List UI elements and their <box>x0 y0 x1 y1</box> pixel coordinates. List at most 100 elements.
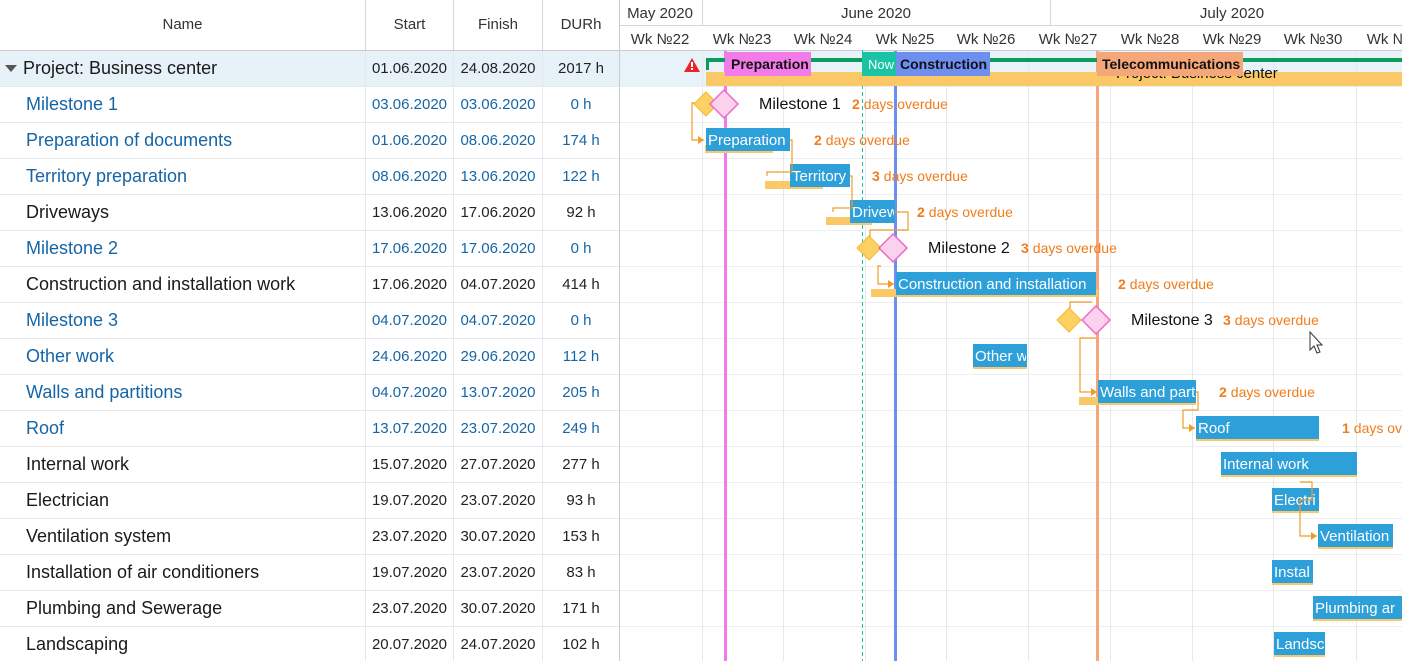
task-duration-cell[interactable]: 277 h <box>562 456 600 473</box>
task-name-cell[interactable]: Milestone 3 <box>0 303 366 338</box>
table-row[interactable]: Milestone 1 03.06.2020 03.06.2020 0 h <box>0 87 619 123</box>
column-header-name[interactable]: Name <box>0 0 366 50</box>
table-row[interactable]: Territory preparation 08.06.2020 13.06.202… <box>0 159 619 195</box>
table-row[interactable]: Electrician 19.07.2020 23.07.2020 93 h <box>0 483 619 519</box>
task-finish-cell[interactable]: 23.07.2020 <box>454 411 543 446</box>
task-name-cell[interactable]: Installation of air conditioners <box>0 555 366 590</box>
task-duration-cell[interactable]: 205 h <box>562 384 600 401</box>
task-name-cell[interactable]: Ventilation system <box>0 519 366 554</box>
task-start-cell[interactable]: 15.07.2020 <box>366 447 454 482</box>
task-bar[interactable] <box>850 200 895 223</box>
task-name-cell[interactable]: Preparation of documents <box>0 123 366 158</box>
task-bar[interactable] <box>1318 524 1393 547</box>
task-bar[interactable] <box>1274 632 1325 655</box>
task-name-cell[interactable]: Roof <box>0 411 366 446</box>
milestone-diamond[interactable] <box>708 88 740 120</box>
task-duration-cell[interactable]: 174 h <box>562 132 600 149</box>
table-row[interactable]: Other work 24.06.2020 29.06.2020 112 h <box>0 339 619 375</box>
gantt-canvas[interactable]: May 2020 June 2020 July 2020 Wk №22 Wk №23 Wk… <box>620 0 1402 661</box>
task-finish-cell[interactable]: 29.06.2020 <box>454 339 543 374</box>
task-bar[interactable] <box>1196 416 1319 439</box>
task-finish-cell[interactable]: 03.06.2020 <box>454 87 543 122</box>
task-start-cell[interactable]: 04.07.2020 <box>366 375 454 410</box>
task-finish-cell[interactable]: 27.07.2020 <box>454 447 543 482</box>
task-finish-cell[interactable]: 13.07.2020 <box>454 375 543 410</box>
task-name-cell[interactable]: Other work <box>0 339 366 374</box>
task-finish-cell[interactable]: 23.07.2020 <box>454 555 543 590</box>
task-finish-cell[interactable]: 24.07.2020 <box>454 627 543 661</box>
task-start-cell[interactable]: 23.07.2020 <box>366 519 454 554</box>
table-row[interactable]: Landscaping 20.07.2020 24.07.2020 102 h <box>0 627 619 661</box>
table-row[interactable]: Walls and partitions 04.07.2020 13.07.2020… <box>0 375 619 411</box>
now-marker[interactable] <box>862 52 896 76</box>
task-bar[interactable] <box>896 272 1096 295</box>
task-name-cell[interactable]: Project: Business center <box>0 51 366 86</box>
table-row[interactable]: Ventilation system 23.07.2020 30.07.2020 15… <box>0 519 619 555</box>
task-start-cell[interactable]: 20.07.2020 <box>366 627 454 661</box>
construction-marker[interactable] <box>896 52 990 76</box>
task-duration-cell[interactable]: 2017 h <box>558 60 604 77</box>
task-bar[interactable] <box>1221 452 1357 475</box>
task-start-cell[interactable]: 03.06.2020 <box>366 87 454 122</box>
task-duration-cell[interactable]: 153 h <box>562 528 600 545</box>
telecom-marker[interactable] <box>1097 52 1243 76</box>
task-duration-cell[interactable]: 414 h <box>562 276 600 293</box>
task-start-cell[interactable]: 24.06.2020 <box>366 339 454 374</box>
task-bar[interactable] <box>1313 596 1402 619</box>
task-finish-cell[interactable]: 17.06.2020 <box>454 195 543 230</box>
task-start-cell[interactable]: 17.06.2020 <box>366 231 454 266</box>
task-bar[interactable] <box>706 128 790 151</box>
project-row[interactable]: Project: Business center 01.06.2020 24.08.… <box>0 51 619 87</box>
table-row[interactable]: Milestone 2 17.06.2020 17.06.2020 0 h <box>0 231 619 267</box>
milestone-diamond[interactable] <box>877 232 909 264</box>
task-duration-cell[interactable]: 93 h <box>566 492 596 509</box>
collapse-toggle-icon[interactable] <box>5 65 17 72</box>
task-finish-cell[interactable]: 04.07.2020 <box>454 303 543 338</box>
task-finish-cell[interactable]: 23.07.2020 <box>454 483 543 518</box>
task-bar[interactable] <box>973 344 1027 367</box>
table-row[interactable]: Internal work 15.07.2020 27.07.2020 277 h <box>0 447 619 483</box>
task-finish-cell[interactable]: 30.07.2020 <box>454 591 543 626</box>
column-header-finish[interactable]: Finish <box>454 0 543 50</box>
table-row[interactable]: Plumbing and Sewerage 23.07.2020 30.07.202… <box>0 591 619 627</box>
task-duration-cell[interactable]: 112 h <box>562 348 600 365</box>
task-finish-cell[interactable]: 24.08.2020 <box>454 51 543 86</box>
task-start-cell[interactable]: 13.07.2020 <box>366 411 454 446</box>
table-row[interactable]: Preparation of documents 01.06.2020 08.06.… <box>0 123 619 159</box>
task-start-cell[interactable]: 19.07.2020 <box>366 555 454 590</box>
task-bar[interactable] <box>1098 380 1196 403</box>
table-row[interactable]: Milestone 3 04.07.2020 04.07.2020 0 h <box>0 303 619 339</box>
task-name-cell[interactable]: Milestone 2 <box>0 231 366 266</box>
task-duration-cell[interactable]: 249 h <box>562 420 600 437</box>
project-summary-bar[interactable] <box>706 58 1402 62</box>
preparation-marker[interactable] <box>725 52 811 76</box>
task-duration-cell[interactable]: 0 h <box>570 312 592 329</box>
task-start-cell[interactable]: 17.06.2020 <box>366 267 454 302</box>
task-start-cell[interactable]: 23.07.2020 <box>366 591 454 626</box>
task-duration-cell[interactable]: 83 h <box>566 564 596 581</box>
task-start-cell[interactable]: 08.06.2020 <box>366 159 454 194</box>
milestone-diamond[interactable] <box>1080 304 1112 336</box>
table-row[interactable]: Installation of air conditioners 19.07.20… <box>0 555 619 591</box>
gantt-chart[interactable]: May 2020 June 2020 July 2020 Wk №22 Wk №23 Wk… <box>620 0 1402 661</box>
table-row[interactable]: Roof 13.07.2020 23.07.2020 249 h <box>0 411 619 447</box>
column-header-duration[interactable]: DURh <box>560 16 602 33</box>
task-duration-cell[interactable]: 92 h <box>566 204 596 221</box>
task-bar[interactable] <box>1272 560 1313 583</box>
task-start-cell[interactable]: 01.06.2020 <box>366 51 454 86</box>
table-row[interactable]: Construction and installation work 17.06.… <box>0 267 619 303</box>
task-bar[interactable] <box>1272 488 1319 511</box>
task-name-cell[interactable]: Territory preparation <box>0 159 366 194</box>
task-duration-cell[interactable]: 171 h <box>562 600 600 617</box>
task-finish-cell[interactable]: 13.06.2020 <box>454 159 543 194</box>
task-name-cell[interactable]: Plumbing and Sewerage <box>0 591 366 626</box>
task-name-cell[interactable]: Landscaping <box>0 627 366 661</box>
task-duration-cell[interactable]: 0 h <box>570 96 592 113</box>
task-name-cell[interactable]: Milestone 1 <box>0 87 366 122</box>
task-bar[interactable] <box>790 164 850 187</box>
task-name-cell[interactable]: Electrician <box>0 483 366 518</box>
task-duration-cell[interactable]: 122 h <box>562 168 600 185</box>
task-name-cell[interactable]: Driveways <box>0 195 366 230</box>
task-finish-cell[interactable]: 08.06.2020 <box>454 123 543 158</box>
task-finish-cell[interactable]: 30.07.2020 <box>454 519 543 554</box>
